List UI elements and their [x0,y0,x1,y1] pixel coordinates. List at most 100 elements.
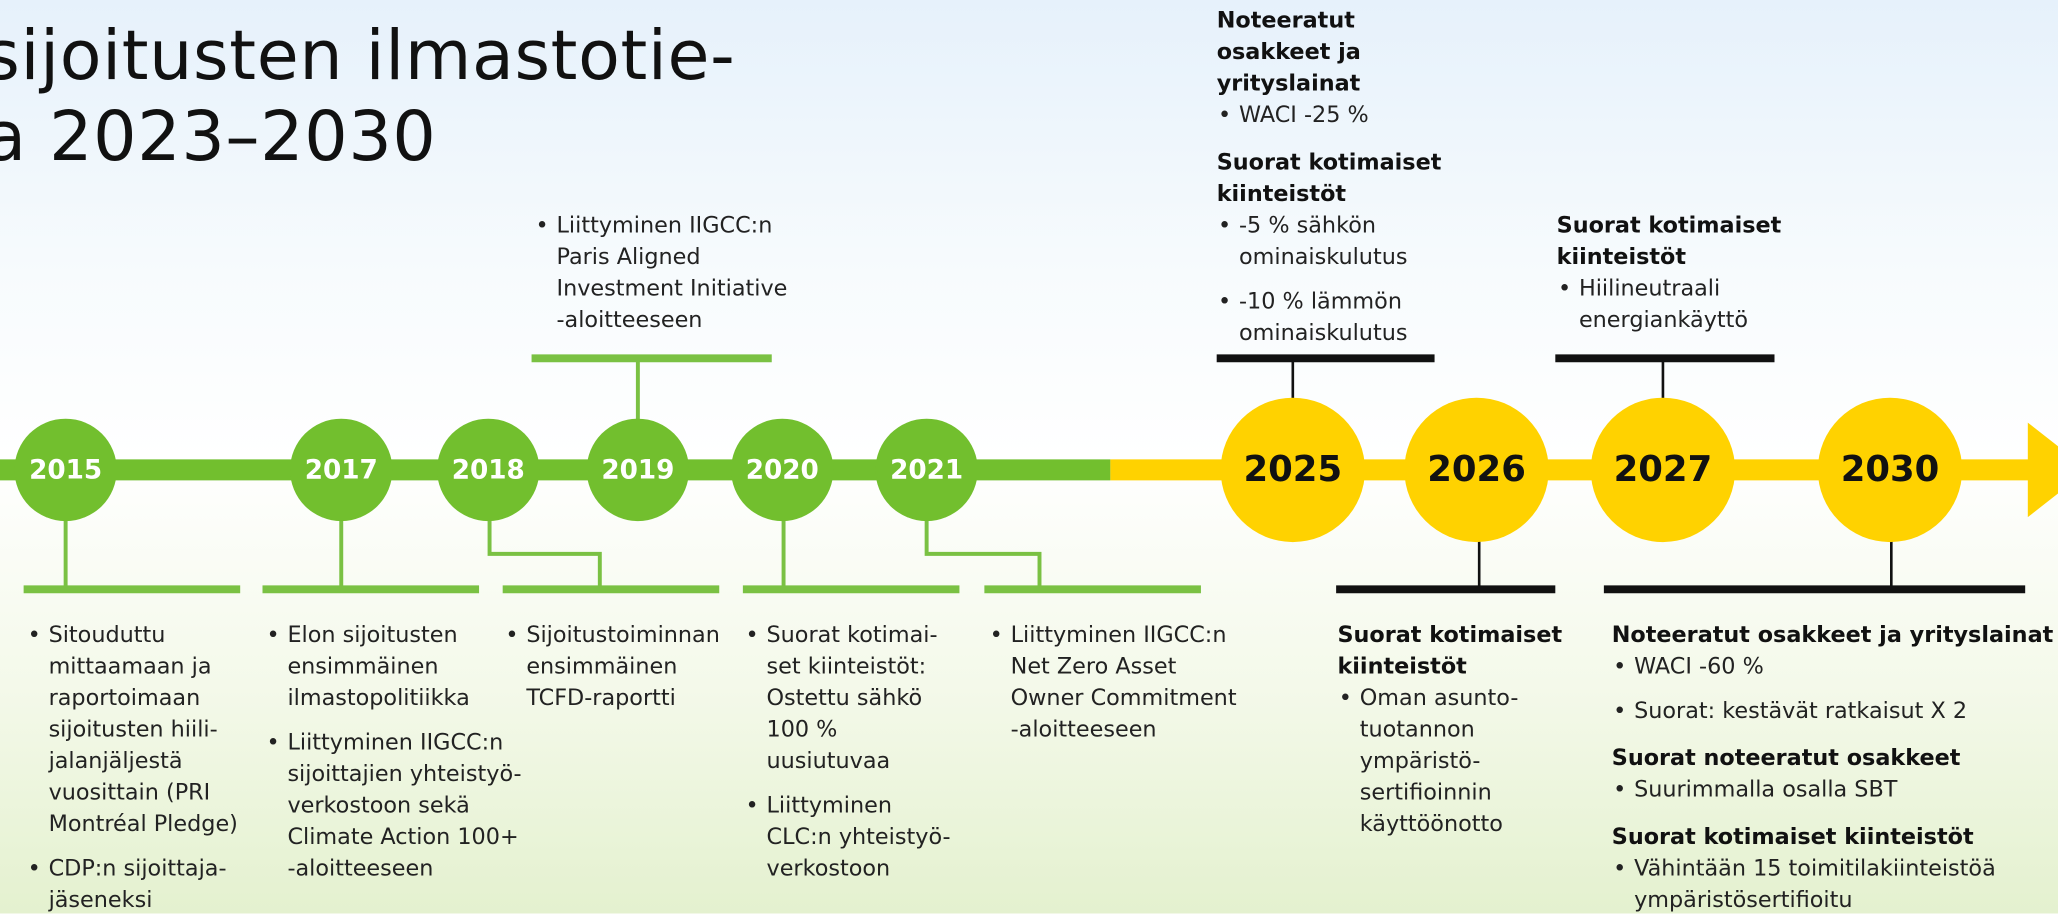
item-line: Elon sijoitusten [287,622,458,649]
heading-line: osakkeet ja [1216,39,1361,66]
note-heading: Suorat noteeratut osakkeet [1612,743,2054,775]
item-line: verkostoon [766,855,891,882]
item-line: set kiinteistöt: [766,653,927,680]
green-connectors [63,358,1042,590]
item-line: -5 % sähkön [1239,212,1376,239]
heading-line: yrityslainat [1216,70,1361,98]
heading-line: kiinteistöt [1556,244,1687,271]
item-line: mittaamaan ja [48,653,212,680]
note-group: Suorat noteeratut osakkeet Suurimmalla os… [1612,743,2054,806]
bullet-item: WACI -60 % [1612,651,2054,683]
note-heading: Noteeratut osakkeet ja yrityslainat [1217,5,1442,100]
year-circle [1817,397,1963,543]
year-circle [731,418,834,522]
heading-line: Suorat noteeratut osakkeet [1611,745,1961,772]
item-line: Suorat kotimai- [766,622,938,649]
bullet-item: Liittyminen IIGCC:n Net Zero Asset Owner C… [988,620,1237,746]
item-line: 100 % [766,716,838,743]
year-label: 2017 [305,456,378,486]
item-line: vuosittain (PRI [48,779,211,806]
note-heading: Noteeratut osakkeet ja yrityslainat [1612,620,2054,652]
item-line: jalanjäljestä [48,748,183,775]
title-line: a 2023–2030 [0,98,437,178]
item-line: Oman asunto- [1359,685,1519,712]
item-line: jäseneksi [48,887,153,914]
note-heading: Suorat kotimaiset kiinteistöt [1612,822,2054,854]
item-line: käyttöönotto [1359,811,1503,838]
item-line: ympäristösertifioitu [1634,887,1853,914]
year-label: 2026 [1427,449,1526,490]
item-line: Net Zero Asset [1010,653,1177,680]
year-label: 2019 [601,456,674,486]
note-group: Elon sijoitusten ensimmäinen ilmastopoliti… [265,620,521,885]
bullet-item: Elon sijoitusten ensimmäinen ilmastopoliti… [265,620,521,715]
note-group: Suorat kotimaiset kiinteistöt Oman asunto-… [1337,620,1562,841]
item-line: ominaiskulutus [1239,244,1408,271]
item-line: -aloitteeseen [287,855,434,882]
item-line: CLC:n yhteistyö- [766,824,951,851]
item-line: Liittyminen IIGCC:n [1010,622,1227,649]
item-line: -aloitteeseen [1010,716,1157,743]
item-line: Montréal Pledge) [48,811,238,838]
note-group: Suorat kotimaiset kiinteistöt Vähintään 1… [1612,822,2054,914]
item-line: verkostoon sekä [287,792,470,819]
heading-line: Suorat kotimaiset [1216,149,1442,176]
bullet-item: Oman asunto-tuotannon ympäristö-sertifioi… [1337,683,1562,841]
item-line: sijoitusten hiili- [48,716,218,743]
item-line: uusiutuvaa [766,748,891,775]
bullet-item: Suorat: kestävät ratkaisut X 2 [1612,696,2054,728]
note-group: Noteeratut osakkeet ja yrityslainat WACI … [1612,620,2054,728]
year-label: 2020 [746,456,819,486]
item-line: Suurimmalla osalla SBT [1634,777,1898,804]
note: Sijoitustoiminnan ensimmäinen TCFD-raportt… [504,620,720,730]
year-circle [1404,397,1549,543]
year-label: 2021 [890,456,963,486]
item-line: Liittyminen [766,792,892,819]
note-heading: Suorat kotimaiset kiinteistöt [1337,620,1562,683]
heading-line: Suorat kotimaiset kiinteistöt [1611,824,1974,851]
bullet-item: Liittyminen IIGCC:n Paris Aligned Investme… [534,210,787,336]
item-line: sertifioinnin [1359,779,1492,806]
item-line: Hiilineutraali [1578,275,1721,302]
year-circle [1590,397,1736,543]
bullet-item: Liittyminen IIGCC:n sijoittajien yhteisty… [265,727,521,885]
item-line: Climate Action 100+ [287,824,519,851]
year-circle [437,418,540,522]
item-line: sijoittajien yhteistyö- [287,761,522,788]
year-label: 2030 [1841,449,1940,490]
item-line: ensimmäinen [287,653,439,680]
bullet-item: Liittyminen CLC:n yhteistyö-verkostoon [744,790,951,885]
bullet-item: Hiilineutraali energiankäyttö [1557,273,1782,336]
year-circle [586,418,690,522]
year-circle [290,418,393,522]
bullet-item: Sitouduttu mittaamaan ja raportoimaan sijoi… [26,620,238,841]
note-group: Sitouduttu mittaamaan ja raportoimaan sijoi… [26,620,238,914]
title-line: sijoitusten ilmastotie- [0,17,736,96]
note: Elon sijoitusten ensimmäinen ilmastopoliti… [265,620,521,901]
bullet-item: CDP:n sijoittaja-jäseneksi [26,853,238,913]
item-line: raportoimaan [48,685,201,712]
note-group: Liittyminen IIGCC:n Paris Aligned Investme… [534,210,787,336]
green-bars [23,354,1201,594]
year-circle [1220,397,1365,543]
item-line: -10 % lämmön [1239,288,1402,315]
item-line: Paris Aligned [556,244,701,271]
bullet-item: Suurimmalla osalla SBT [1612,774,2054,806]
note-heading: Suorat kotimaiset kiinteistöt [1217,147,1442,210]
heading-line: Suorat kotimaiset [1556,212,1782,239]
item-line: ensimmäinen [526,653,678,680]
year-label: 2015 [29,456,102,486]
item-line: Investment Initiative [556,275,788,302]
note-group: Suorat kotimaisetkiinteistötHiilineutraa… [1557,210,1782,336]
item-line: Ostettu sähkö [766,685,923,712]
year-circle [14,418,117,522]
bullet-item: Sijoitustoiminnan ensimmäinen TCFD-raportt… [504,620,720,715]
note: Suorat kotimaiset kiinteistöt Oman asunto-… [1337,620,1562,856]
note-group: Suorat kotimai-set kiinteistöt: Ostettu s… [744,620,951,885]
note: Sitouduttu mittaamaan ja raportoimaan sijoi… [26,620,238,914]
item-line: Vähintään 15 toimitilakiinteistöä [1634,855,1996,882]
heading-line: Noteeratut [1216,7,1355,35]
item-line: ilmastopolitiikka [287,685,470,712]
note-heading: Suorat kotimaiset kiinteistöt [1557,210,1782,273]
